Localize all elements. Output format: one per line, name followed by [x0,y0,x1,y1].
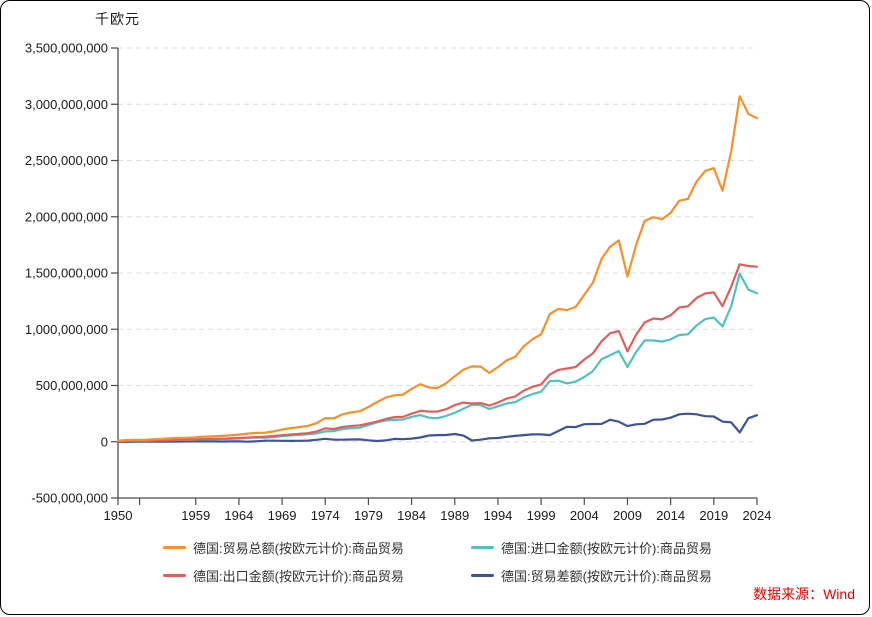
x-tick-label: 1974 [311,508,340,523]
x-tick-label: 1950 [104,508,133,523]
chart-legend: 德国:贸易总额(按欧元计价):商品贸易 德国:进口金额(按欧元计价):商品贸易 … [163,538,712,585]
x-tick-label: 2024 [743,508,772,523]
trade-line-chart-plot: 3,500,000,000 3,000,000,000 2,500,000,000 2… [25,41,772,524]
series-line-balance [116,412,759,443]
x-tick-label: 1994 [483,508,512,523]
legend-swatch-balance-icon [471,574,494,577]
legend-swatch-import-icon [471,546,494,549]
x-tick-label: 1984 [397,508,426,523]
legend-swatch-export-icon [163,574,186,577]
series-line-export [116,263,759,443]
y-tick-label: -500,000,000 [31,491,108,506]
x-tick-label: 1959 [181,508,210,523]
x-tick-label: 1969 [268,508,297,523]
x-tick-label: 2004 [570,508,599,523]
legend-label-total: 德国:贸易总额(按欧元计价):商品贸易 [193,541,404,556]
y-tick-label: 1,000,000,000 [25,322,108,337]
legend-swatch-total-icon [163,546,186,549]
y-tick-label: 0 [101,434,108,449]
data-source-note: 数据来源：Wind [753,586,855,602]
x-tick-label: 1979 [354,508,383,523]
series-line-total [116,95,759,442]
legend-label-balance: 德国:贸易差额(按欧元计价):商品贸易 [501,569,712,584]
y-axis-unit-label: 千欧元 [95,11,140,27]
y-tick-label: 3,000,000,000 [25,97,108,112]
x-tick-label: 2014 [656,508,685,523]
x-tick-label: 1964 [224,508,253,523]
y-tick-label: 1,500,000,000 [25,266,108,281]
x-tick-label: 2009 [613,508,642,523]
x-tick-label: 2019 [699,508,728,523]
legend-item-import[interactable]: 德国:进口金额(按欧元计价):商品贸易 [471,538,712,557]
legend-label-export: 德国:出口金额(按欧元计价):商品贸易 [193,569,404,584]
y-tick-label: 2,000,000,000 [25,209,108,224]
legend-item-total[interactable]: 德国:贸易总额(按欧元计价):商品贸易 [163,538,465,557]
series-line-import [116,272,759,443]
y-tick-label: 500,000,000 [36,378,108,393]
legend-item-export[interactable]: 德国:出口金额(按欧元计价):商品贸易 [163,566,465,585]
legend-item-balance[interactable]: 德国:贸易差额(按欧元计价):商品贸易 [471,566,712,585]
y-tick-label: 3,500,000,000 [25,41,108,56]
x-tick-label: 1999 [527,508,556,523]
y-tick-label: 2,500,000,000 [25,153,108,168]
legend-label-import: 德国:进口金额(按欧元计价):商品贸易 [501,541,712,556]
x-tick-label: 1989 [440,508,469,523]
